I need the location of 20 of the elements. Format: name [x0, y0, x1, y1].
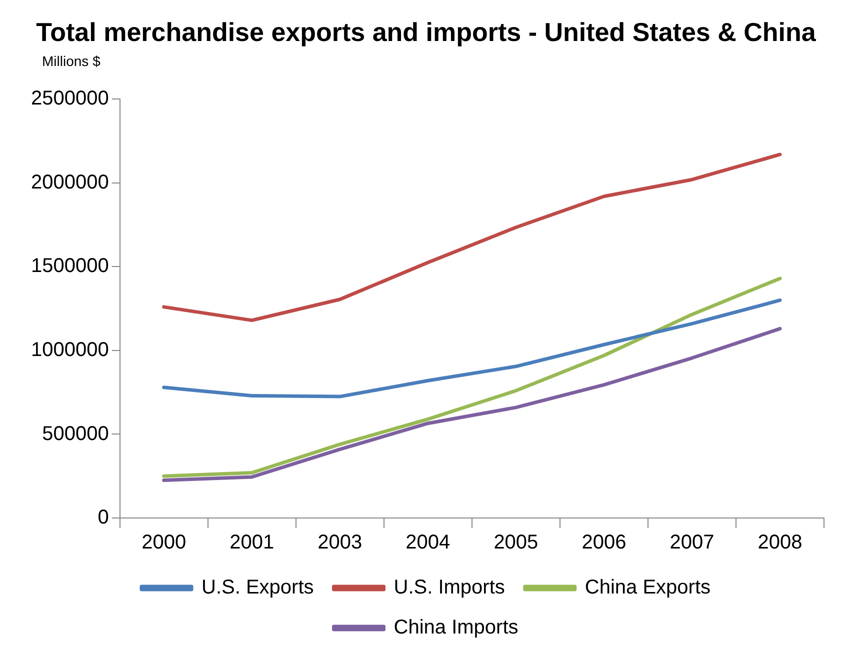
x-tick-label: 2007 [670, 532, 714, 554]
x-tick-label: 2005 [494, 532, 538, 554]
y-tick-label: 1000000 [30, 338, 109, 361]
x-tick-label: 2004 [406, 532, 450, 554]
y-tick-label: 2500000 [30, 88, 109, 110]
y-tick-label: 1500000 [30, 255, 109, 278]
y-tick-label: 0 [98, 506, 109, 529]
x-tick-label: 2001 [230, 532, 274, 554]
legend-label: China Imports [394, 616, 518, 639]
y-tick-label: 500000 [42, 422, 109, 445]
legend-label: U.S. Exports [202, 576, 314, 599]
x-tick-label: 2006 [582, 532, 626, 554]
x-tick-label: 2003 [318, 532, 362, 554]
legend-label: China Exports [584, 576, 711, 599]
chart-title: Total merchandise exports and imports - United States & China [36, 16, 816, 47]
y-tick-label: 2000000 [30, 171, 109, 194]
legend-label: U.S. Imports [394, 576, 505, 599]
x-tick-label: 2000 [142, 532, 186, 554]
x-tick-label: 2008 [758, 532, 802, 554]
y-axis-title: Millions $ [42, 53, 101, 70]
